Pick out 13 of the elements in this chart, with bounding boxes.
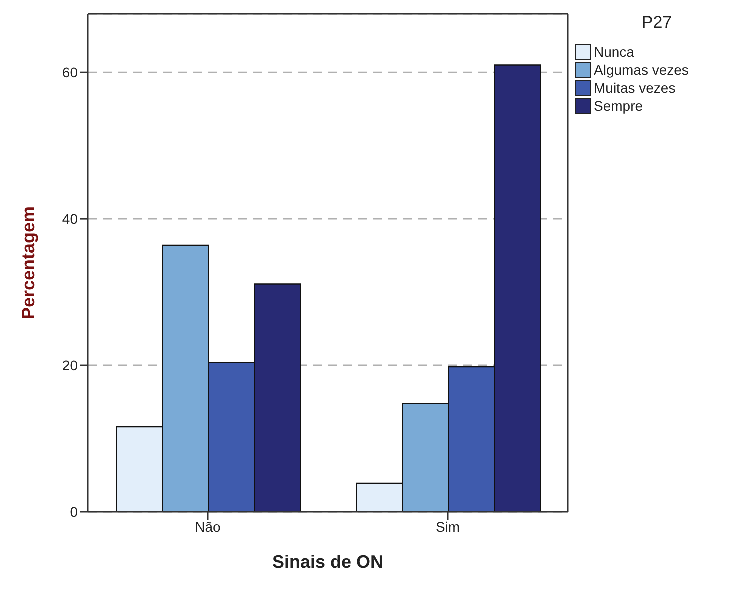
y-axis-title: Percentagem xyxy=(18,206,38,320)
y-tick-label: 60 xyxy=(62,64,78,81)
legend-label: Nunca xyxy=(594,44,634,60)
legend-title: P27 xyxy=(640,13,674,33)
y-tick-label: 40 xyxy=(62,211,78,228)
legend-label: Muitas vezes xyxy=(594,80,676,96)
y-tick-label: 0 xyxy=(70,504,78,520)
x-tick-label: Sim xyxy=(436,518,460,535)
legend-label: Sempre xyxy=(594,98,644,114)
y-tick-label: 20 xyxy=(62,358,78,374)
x-axis-title: Sinais de ON xyxy=(272,552,384,572)
legend-label: Algumas vezes xyxy=(594,62,689,78)
x-tick-label: Não xyxy=(195,518,222,535)
